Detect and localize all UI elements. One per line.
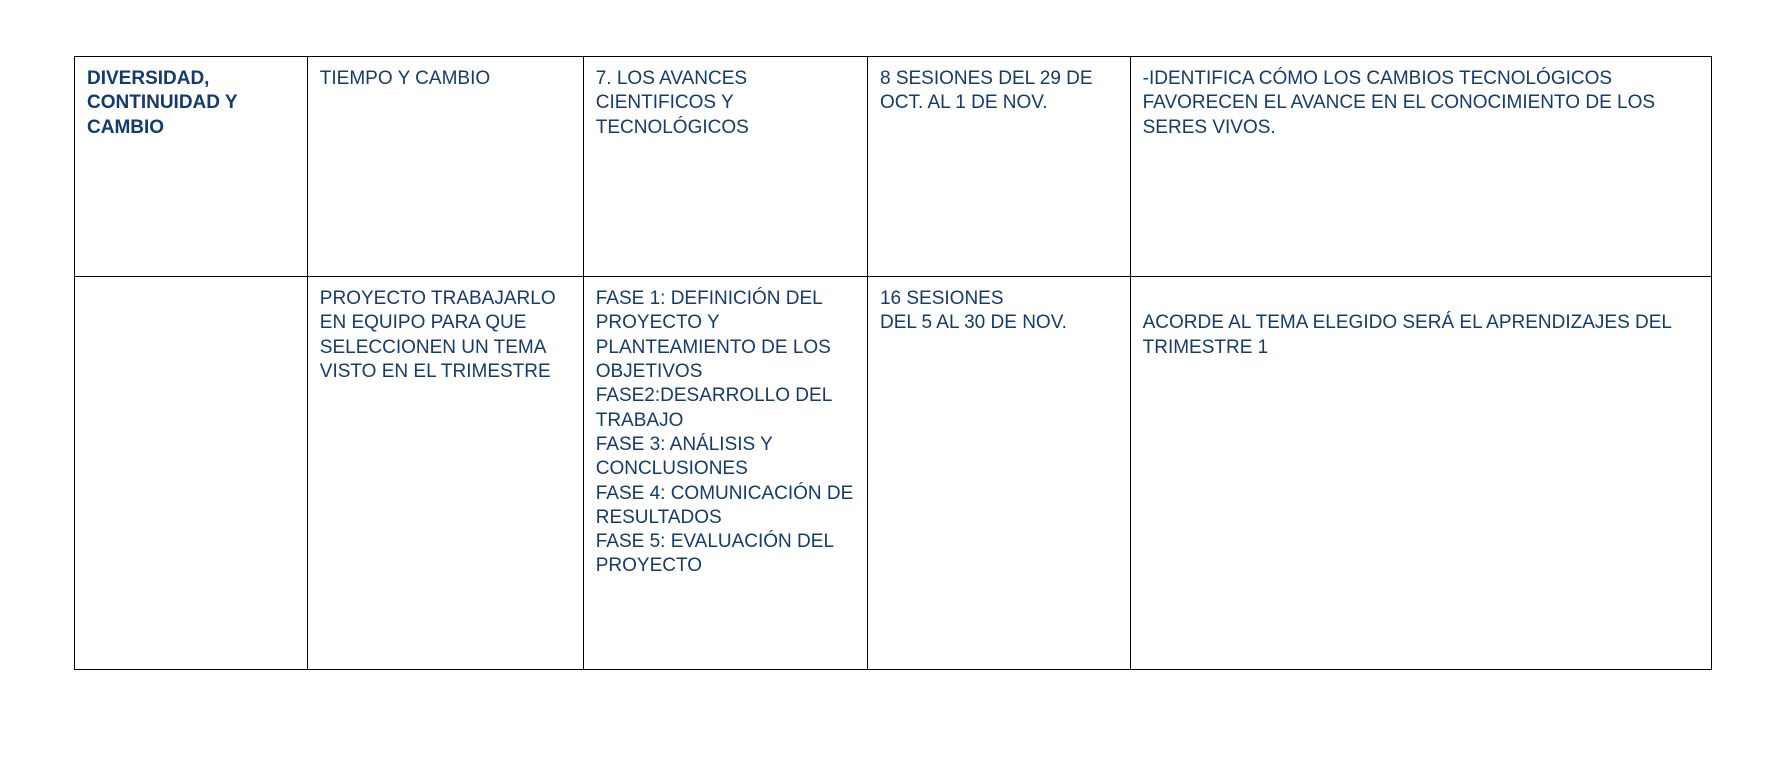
cell-sessions: 8 SESIONES DEL 29 DE OCT. AL 1 DE NOV. bbox=[867, 57, 1130, 277]
cell-content: FASE 1: DEFINICIÓN DEL PROYECTO Y PLANTE… bbox=[583, 277, 867, 670]
table-row: PROYECTO TRABAJARLO EN EQUIPO PARA QUE S… bbox=[75, 277, 1712, 670]
cell-subtopic: PROYECTO TRABAJARLO EN EQUIPO PARA QUE S… bbox=[307, 277, 583, 670]
cell-content: 7. LOS AVANCES CIENTIFICOS Y TECNOLÓGICO… bbox=[583, 57, 867, 277]
cell-learning: -IDENTIFICA CÓMO LOS CAMBIOS TECNOLÓGICO… bbox=[1130, 57, 1711, 277]
cell-topic: DIVERSIDAD, CONTINUIDAD Y CAMBIO bbox=[75, 57, 308, 277]
cell-topic bbox=[75, 277, 308, 670]
cell-learning-text: ACORDE AL TEMA ELEGIDO SERÁ EL APRENDIZA… bbox=[1143, 312, 1672, 357]
cell-subtopic: TIEMPO Y CAMBIO bbox=[307, 57, 583, 277]
cell-learning: ACORDE AL TEMA ELEGIDO SERÁ EL APRENDIZA… bbox=[1130, 277, 1711, 670]
document-page: DIVERSIDAD, CONTINUIDAD Y CAMBIO TIEMPO … bbox=[0, 0, 1786, 726]
cell-sessions: 16 SESIONESDEL 5 AL 30 DE NOV. bbox=[867, 277, 1130, 670]
planning-table: DIVERSIDAD, CONTINUIDAD Y CAMBIO TIEMPO … bbox=[74, 56, 1712, 670]
table-row: DIVERSIDAD, CONTINUIDAD Y CAMBIO TIEMPO … bbox=[75, 57, 1712, 277]
